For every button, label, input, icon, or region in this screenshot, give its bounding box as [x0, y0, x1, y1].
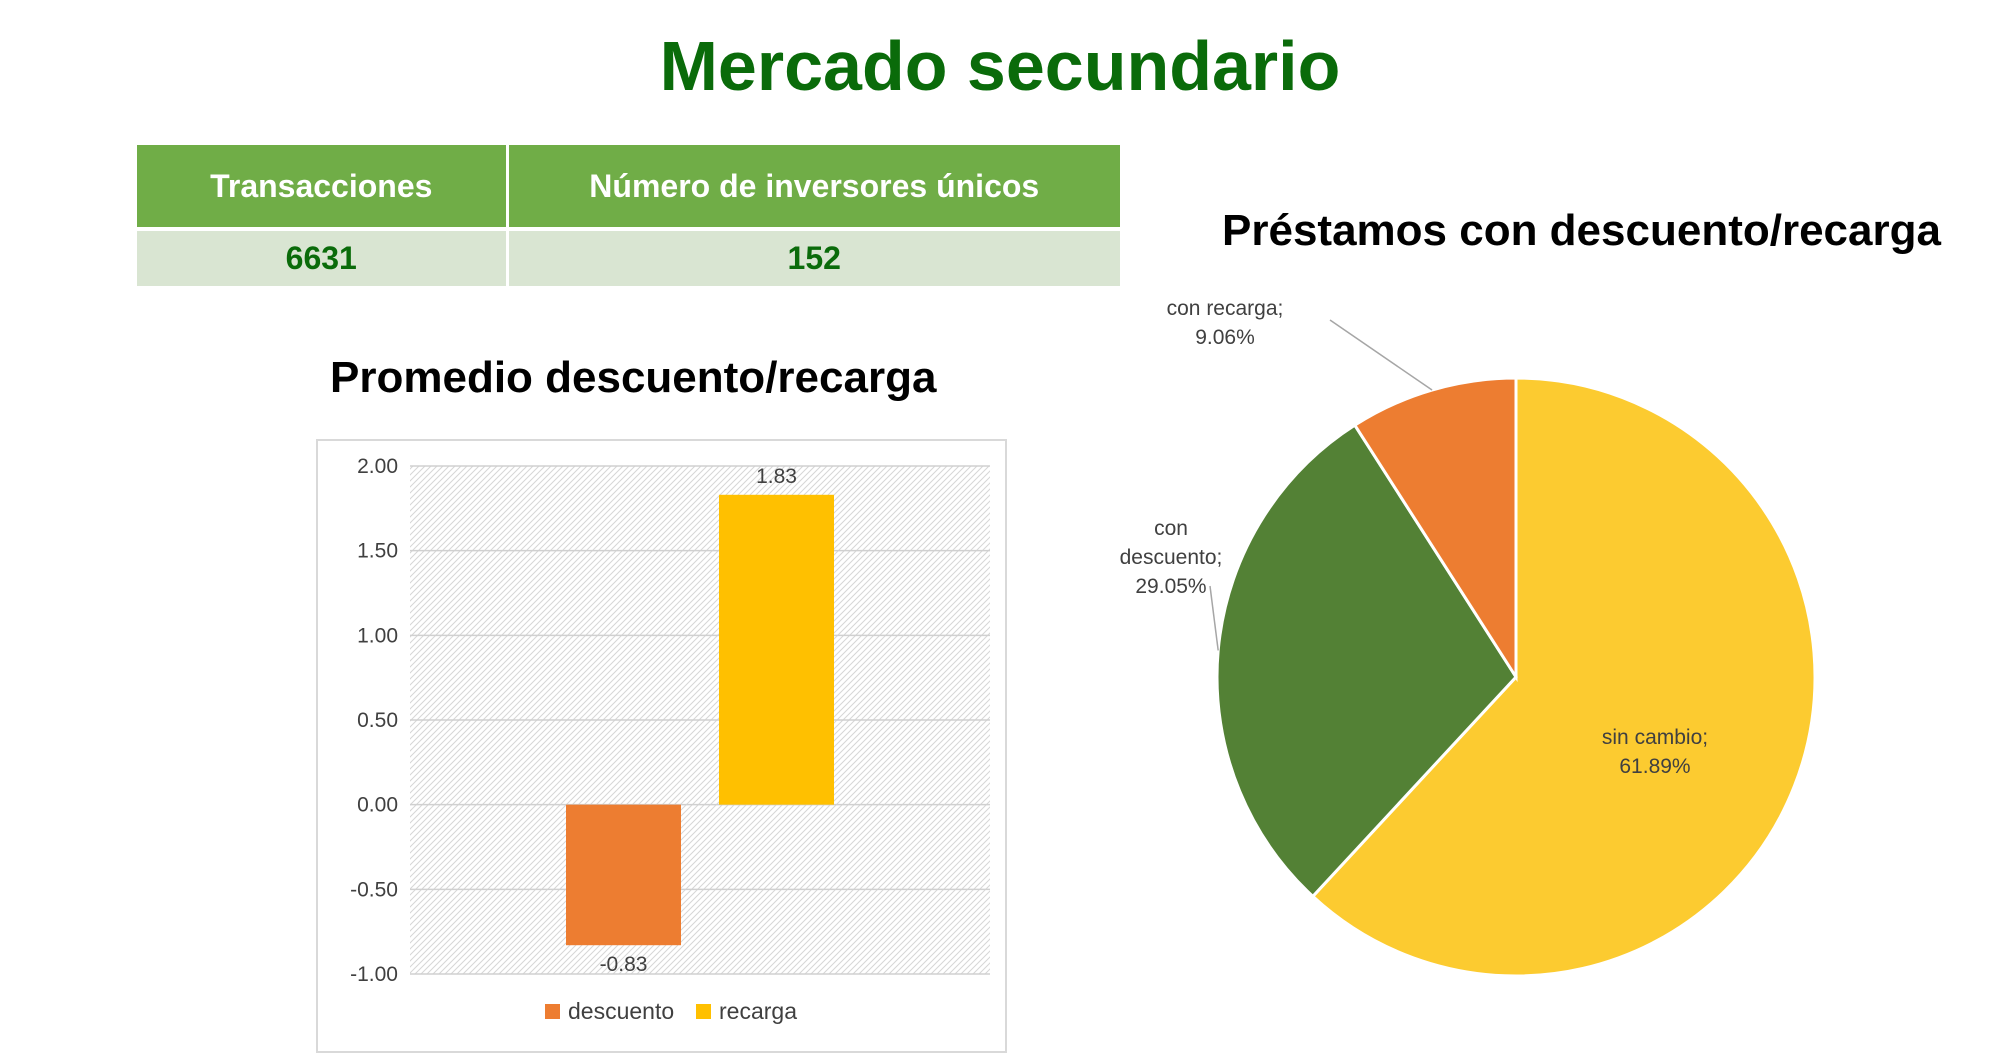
data-label-recarga: 1.83	[756, 465, 797, 488]
bar-recarga	[719, 494, 834, 805]
value-transacciones: 6631	[137, 227, 509, 286]
pie-label-con-descuento: 29.05%	[1135, 575, 1206, 598]
pie-label-con-descuento: descuento;	[1120, 546, 1223, 569]
value-inversores-unicos: 152	[507, 227, 1120, 286]
y-tick-label: 0.00	[357, 794, 398, 817]
legend-swatch-descuento	[545, 1004, 560, 1019]
legend-swatch-recarga	[696, 1004, 711, 1019]
header-transacciones: Transacciones	[137, 145, 509, 229]
stats-value-row: 6631 152	[137, 227, 1120, 286]
pie-chart-title: Préstamos con descuento/recarga	[1222, 206, 1941, 255]
leader-line	[1209, 585, 1219, 651]
pie-label-sin-cambio: sin cambio;	[1602, 726, 1708, 749]
bar-chart: 2.00 1.50 1.00 0.50 0.00 -0.50 -1.00 -0.83 1.83 d…	[350, 455, 990, 1024]
pie-chart: sin cambio; 61.89% con descuento; 29.05% con …	[1120, 297, 1817, 978]
legend-label-descuento: descuento	[568, 998, 674, 1024]
leader-line	[1329, 319, 1433, 391]
pie-slice-sin-cambio	[1310, 376, 1817, 978]
pie-label-con-descuento: con	[1154, 517, 1188, 540]
y-tick-label: 1.00	[357, 624, 398, 647]
legend-label-recarga: recarga	[719, 998, 797, 1024]
pie-label-con-recarga: 9.06%	[1195, 326, 1255, 349]
y-tick-label: 1.50	[357, 540, 398, 563]
y-tick-label: 0.50	[357, 709, 398, 732]
bar-descuento	[566, 804, 681, 946]
stats-table: Transacciones Número de inversores único…	[137, 145, 1120, 286]
pie-label-sin-cambio: 61.89%	[1619, 755, 1690, 778]
bar-chart-frame: 2.00 1.50 1.00 0.50 0.00 -0.50 -1.00 -0.83 1.83 d…	[316, 439, 1007, 1053]
y-tick-label: -0.50	[350, 878, 398, 901]
data-label-descuento: -0.83	[600, 953, 648, 976]
header-inversores-unicos: Número de inversores únicos	[507, 145, 1120, 229]
y-tick-label: 2.00	[357, 455, 398, 478]
pie-label-con-recarga: con recarga;	[1167, 297, 1284, 320]
y-tick-label: -1.00	[350, 963, 398, 986]
page-title: Mercado secundario	[659, 27, 1341, 105]
pie-slice-con-descuento	[1215, 423, 1518, 899]
bar-chart-title: Promedio descuento/recarga	[330, 353, 937, 402]
stats-header-row: Transacciones Número de inversores único…	[137, 145, 1120, 229]
